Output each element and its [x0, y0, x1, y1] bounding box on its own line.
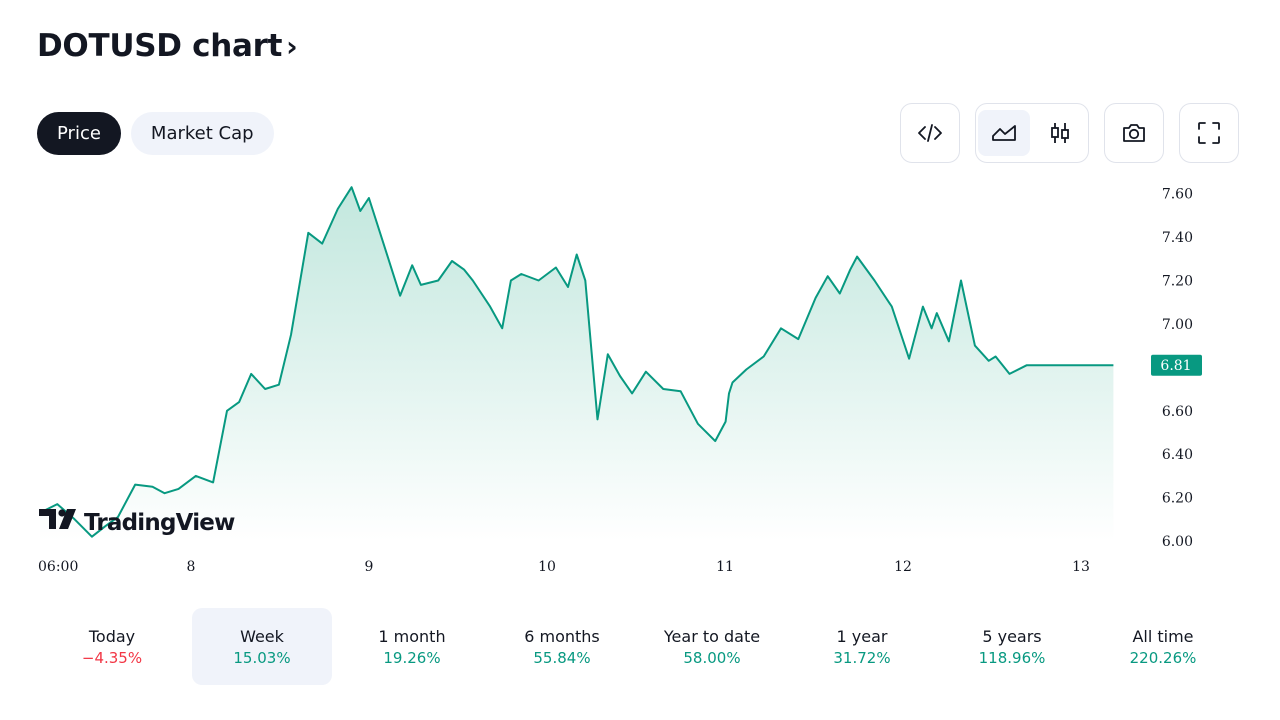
period-change: 55.84% — [533, 648, 591, 667]
chart-style-toggle — [975, 103, 1089, 163]
candlestick-icon — [1051, 123, 1069, 143]
x-tick-label: 13 — [1072, 559, 1090, 575]
x-axis: 06:00 8 9 10 11 12 13 — [38, 559, 1090, 575]
fullscreen-button[interactable] — [1183, 110, 1235, 156]
page-title[interactable]: DOTUSD chart › — [37, 28, 298, 64]
period-5-years[interactable]: 5 years 118.96% — [942, 608, 1082, 685]
snapshot-button-group — [1104, 103, 1164, 163]
x-tick-label: 12 — [894, 559, 912, 575]
embed-button-group — [900, 103, 960, 163]
page-title-text: DOTUSD chart — [37, 28, 283, 64]
period-today[interactable]: Today −4.35% — [42, 608, 182, 685]
period-all-time[interactable]: All time 220.26% — [1093, 608, 1233, 685]
period-label: 6 months — [524, 626, 600, 646]
period-change: 220.26% — [1129, 648, 1197, 667]
period-change: 118.96% — [978, 648, 1046, 667]
period-label: Today — [88, 626, 136, 646]
period-change: 19.26% — [383, 648, 441, 667]
embed-code-button[interactable] — [904, 110, 956, 156]
x-tick-label: 10 — [538, 559, 556, 575]
period-label: Year to date — [663, 626, 761, 646]
period-1-year[interactable]: 1 year 31.72% — [792, 608, 932, 685]
area-chart-button[interactable] — [978, 110, 1030, 156]
period-1-month[interactable]: 1 month 19.26% — [342, 608, 482, 685]
x-tick-label: 11 — [716, 559, 734, 575]
period-6-months[interactable]: 6 months 55.84% — [492, 608, 632, 685]
snapshot-button[interactable] — [1108, 110, 1160, 156]
period-change: 15.03% — [233, 648, 291, 667]
x-tick-label: 06:00 — [38, 559, 78, 575]
camera-icon — [1123, 124, 1145, 142]
period-label: All time — [1132, 626, 1194, 646]
last-price-badge-bg — [1151, 354, 1202, 376]
y-tick-label: 7.00 — [1162, 317, 1193, 333]
period-label: 5 years — [982, 626, 1042, 646]
period-label: 1 month — [378, 626, 446, 646]
period-selector: Today −4.35% Week 15.03% 1 month 19.26% … — [37, 608, 1240, 686]
tab-price[interactable]: Price — [37, 112, 121, 155]
y-tick-label: 7.20 — [1162, 274, 1193, 290]
tradingview-logo: TradingView — [39, 509, 236, 536]
x-tick-label: 8 — [187, 559, 196, 575]
area-chart-icon — [992, 125, 1016, 141]
tradingview-logo-mark — [39, 509, 56, 529]
period-week[interactable]: Week 15.03% — [192, 608, 332, 685]
price-chart[interactable]: 7.60 7.40 7.20 7.00 6.60 6.40 6.20 6.00 06:00 8 9… — [0, 170, 1280, 585]
x-tick-label: 9 — [365, 559, 374, 575]
period-year-to-date[interactable]: Year to date 58.00% — [642, 608, 782, 685]
period-label: 1 year — [836, 626, 888, 646]
fullscreen-icon — [1198, 122, 1220, 144]
y-tick-label: 6.40 — [1162, 447, 1193, 463]
last-price-badge: 6.81 — [1151, 354, 1202, 376]
price-area-fill — [40, 187, 1114, 541]
chevron-right-icon: › — [286, 29, 298, 63]
y-axis: 7.60 7.40 7.20 7.00 6.60 6.40 6.20 6.00 — [1162, 187, 1193, 550]
period-change: −4.35% — [81, 648, 143, 667]
period-label: Week — [240, 626, 284, 646]
last-price-label: 6.81 — [1160, 358, 1191, 374]
y-tick-label: 7.40 — [1162, 230, 1193, 246]
y-tick-label: 6.60 — [1162, 404, 1193, 420]
tab-market-cap[interactable]: Market Cap — [130, 112, 274, 155]
embed-code-icon — [918, 124, 942, 142]
period-change: 58.00% — [683, 648, 741, 667]
candlestick-chart-button[interactable] — [1034, 110, 1086, 156]
chart-mode-tabs: Price Market Cap — [37, 112, 274, 155]
period-change: 31.72% — [833, 648, 891, 667]
y-tick-label: 7.60 — [1162, 187, 1193, 203]
y-tick-label: 6.20 — [1162, 491, 1193, 507]
y-tick-label: 6.00 — [1162, 534, 1193, 550]
fullscreen-button-group — [1179, 103, 1239, 163]
price-line — [39, 186, 1114, 538]
tradingview-watermark: TradingView — [84, 510, 235, 536]
